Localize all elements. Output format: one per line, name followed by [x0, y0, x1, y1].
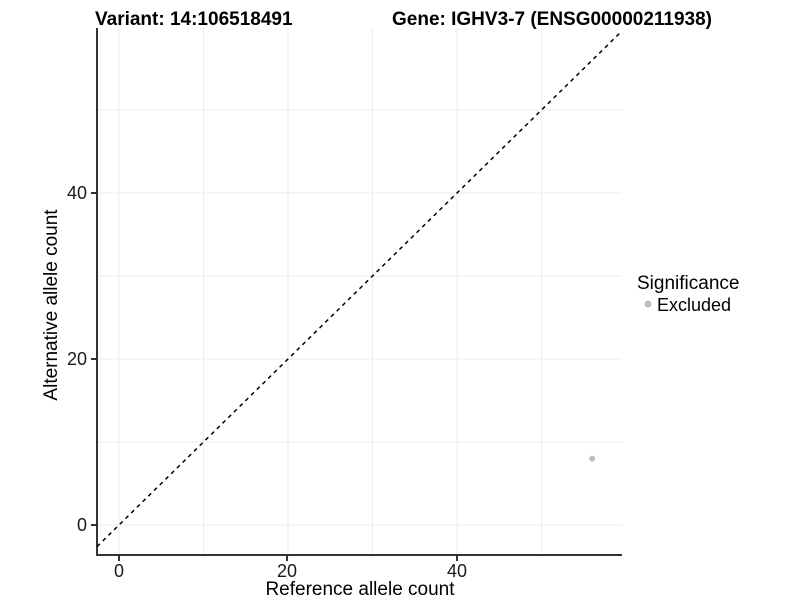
legend-item-label: Excluded [657, 295, 731, 315]
y-tick-label-40: 40 [67, 183, 87, 203]
x-axis-title: Reference allele count [265, 579, 455, 600]
x-tick-label-40: 40 [447, 561, 467, 581]
x-tick-label-0: 0 [114, 561, 124, 581]
data-point [589, 455, 596, 462]
tick-marks [91, 192, 458, 561]
gridlines [97, 28, 622, 555]
legend-key-dot [644, 300, 652, 308]
identity-reference-line [96, 30, 623, 548]
variant-title: Variant: 14:106518491 [95, 9, 293, 30]
x-tick-label-20: 20 [277, 561, 297, 581]
y-axis-title: Alternative allele count [41, 209, 62, 401]
y-tick-label-20: 20 [67, 349, 87, 369]
legend-title: Significance [637, 273, 739, 294]
legend: Significance Excluded [637, 273, 739, 315]
gene-title: Gene: IGHV3-7 (ENSG00000211938) [392, 9, 712, 30]
y-tick-label-0: 0 [77, 515, 87, 535]
